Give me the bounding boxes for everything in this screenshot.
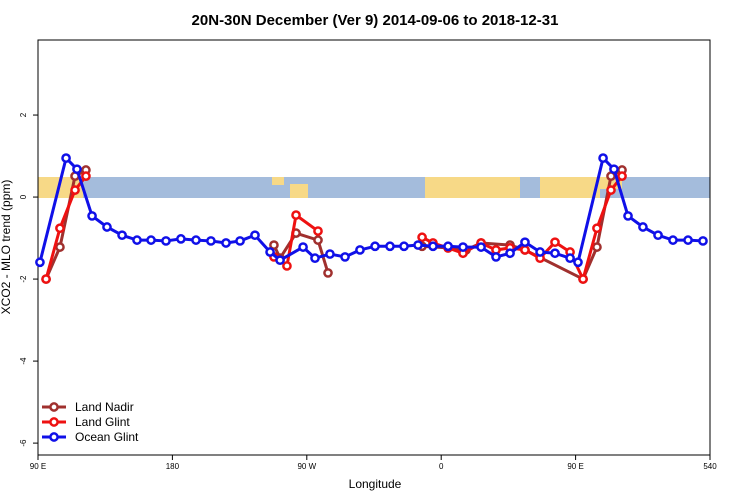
point [520, 245, 530, 255]
point [291, 210, 301, 220]
point [565, 253, 575, 264]
map-strip [38, 177, 710, 198]
x-tick-label: 90 W [297, 462, 316, 471]
y-tick-label: -4 [19, 357, 28, 365]
point [491, 252, 501, 262]
x-axis-label: Longitude [349, 477, 402, 491]
point [310, 253, 320, 264]
point [638, 222, 648, 232]
x-tick-label: 540 [703, 462, 717, 471]
legend-label: Land Nadir [75, 400, 134, 414]
point [313, 235, 323, 245]
x-tick-label: 180 [166, 462, 180, 471]
point [550, 248, 560, 259]
point [55, 242, 65, 252]
point [313, 226, 323, 236]
point [298, 242, 308, 252]
point [55, 223, 65, 234]
point [573, 257, 583, 268]
x-tick-label: 0 [439, 462, 444, 471]
point [623, 211, 633, 221]
point [161, 236, 171, 246]
point [235, 236, 245, 246]
chart-title: 20N-30N December (Ver 9) 2014-09-06 to 2… [192, 12, 559, 29]
point [428, 241, 438, 252]
point [176, 234, 186, 244]
point [340, 252, 350, 262]
point [458, 242, 468, 252]
point [102, 222, 112, 232]
point [81, 171, 91, 181]
legend-label: Land Glint [75, 415, 130, 429]
point [265, 247, 275, 257]
point [87, 211, 97, 221]
point [250, 230, 260, 241]
point [269, 240, 279, 250]
y-axis-label: XCO2 - MLO trend (ppm) [0, 180, 13, 315]
point [275, 255, 285, 266]
point [206, 236, 216, 246]
point [592, 223, 602, 234]
point [399, 241, 409, 252]
point [550, 237, 560, 248]
point [535, 247, 545, 257]
point [413, 240, 423, 250]
point [385, 241, 395, 252]
point [606, 185, 616, 195]
point [323, 268, 333, 278]
point [609, 164, 619, 175]
x-tick-label: 90 E [30, 462, 46, 471]
legend-marker [49, 417, 59, 427]
point [598, 153, 608, 163]
legend-marker [49, 402, 59, 412]
x-tick-label: 90 E [567, 462, 583, 471]
point [505, 248, 515, 259]
point [35, 257, 45, 268]
point [668, 235, 678, 245]
point [146, 235, 156, 245]
point [355, 245, 365, 255]
point [41, 274, 51, 284]
y-tick-label: -2 [19, 275, 28, 283]
y-tick-label: 0 [19, 194, 28, 199]
point [617, 171, 627, 181]
point [653, 230, 663, 241]
point [698, 236, 708, 246]
point [117, 230, 127, 241]
point [578, 274, 588, 284]
point [132, 235, 142, 245]
point [61, 153, 71, 163]
point [70, 185, 80, 195]
point [592, 242, 602, 252]
point [72, 164, 82, 175]
legend-marker [49, 432, 59, 442]
point [325, 249, 335, 259]
legend-label: Ocean Glint [75, 430, 139, 444]
point [191, 235, 201, 245]
point [683, 235, 693, 245]
point [417, 232, 427, 243]
y-tick-label: -6 [19, 439, 28, 447]
plot-frame [37, 39, 711, 456]
point [370, 241, 380, 252]
point [221, 238, 231, 248]
y-tick-label: 2 [19, 112, 28, 117]
point [476, 242, 486, 252]
point [443, 241, 453, 252]
point [520, 237, 530, 248]
point [282, 261, 292, 271]
